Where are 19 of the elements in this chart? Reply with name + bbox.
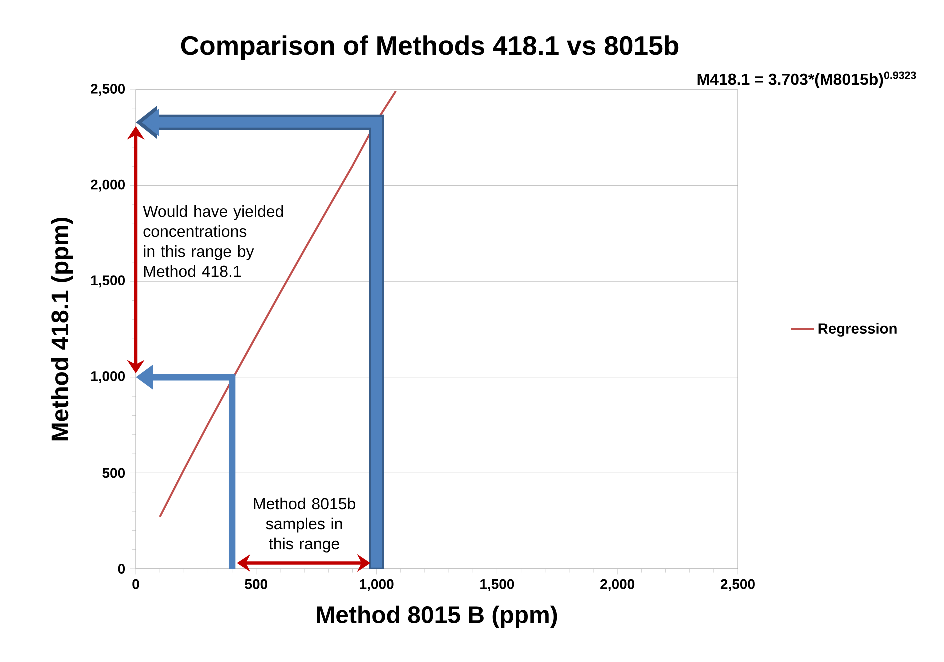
- legend-label: Regression: [818, 323, 897, 337]
- annotation: Method 8015b samples in this range: [254, 498, 356, 553]
- y-tick-label: 500: [102, 468, 126, 478]
- x-tick-label: 1,500: [480, 579, 514, 592]
- annotation: Would have yielded concentrations in this range by Method 418.1: [143, 205, 284, 278]
- chart-title: Comparison of Methods 418.1 vs 8015b: [181, 36, 679, 61]
- y-tick-label: 2,500: [91, 84, 126, 96]
- y-tick-label: 1,000: [91, 371, 126, 384]
- x-tick-label: 1,000: [360, 579, 394, 592]
- x-axis-title: Method 8015 B (ppm): [317, 606, 558, 628]
- y-tick-label: 1,500: [91, 276, 126, 288]
- x-tick-label: 2,500: [720, 579, 755, 592]
- x-tick-label: 0: [132, 579, 140, 590]
- text: M418.1 = 3.703*(M8015b)$^{0.9323}$: [698, 72, 916, 88]
- x-tick-label: 2,000: [600, 579, 635, 592]
- x-tick-label: 500: [245, 579, 268, 590]
- y-tick-label: 2,000: [91, 180, 126, 192]
- y-axis-title: Method 418.1 (ppm): [51, 218, 74, 441]
- y-tick-label: 0: [118, 564, 126, 574]
